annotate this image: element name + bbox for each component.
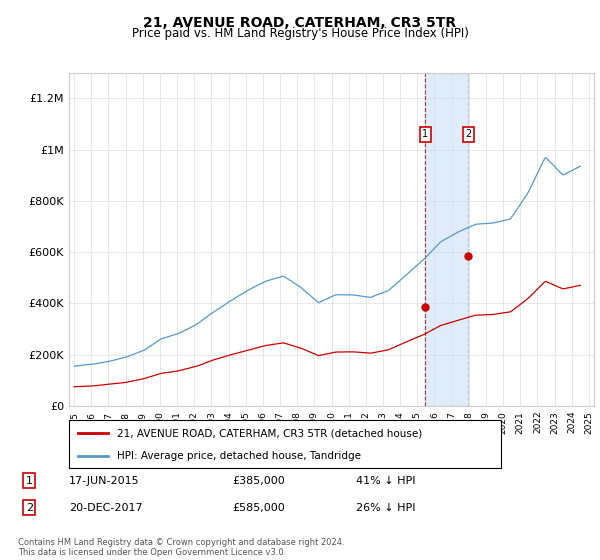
Text: 21, AVENUE ROAD, CATERHAM, CR3 5TR (detached house): 21, AVENUE ROAD, CATERHAM, CR3 5TR (deta…	[116, 428, 422, 438]
Bar	[425, 73, 468, 406]
Text: 21, AVENUE ROAD, CATERHAM, CR3 5TR: 21, AVENUE ROAD, CATERHAM, CR3 5TR	[143, 16, 457, 30]
Text: Contains HM Land Registry data © Crown copyright and database right 2024.
This d: Contains HM Land Registry data © Crown c…	[18, 538, 344, 557]
Text: HPI: Average price, detached house, Tandridge: HPI: Average price, detached house, Tand…	[116, 451, 361, 461]
Text: £385,000: £385,000	[232, 476, 285, 486]
Text: 26% ↓ HPI: 26% ↓ HPI	[356, 502, 416, 512]
Text: 17-JUN-2015: 17-JUN-2015	[69, 476, 139, 486]
Text: 1: 1	[26, 476, 33, 486]
Text: £585,000: £585,000	[232, 502, 285, 512]
Text: 41% ↓ HPI: 41% ↓ HPI	[356, 476, 416, 486]
Text: 2: 2	[465, 129, 471, 139]
Text: 20-DEC-2017: 20-DEC-2017	[69, 502, 142, 512]
Text: Price paid vs. HM Land Registry's House Price Index (HPI): Price paid vs. HM Land Registry's House …	[131, 27, 469, 40]
FancyBboxPatch shape	[69, 420, 501, 468]
Text: 2: 2	[26, 502, 33, 512]
Text: 1: 1	[422, 129, 428, 139]
